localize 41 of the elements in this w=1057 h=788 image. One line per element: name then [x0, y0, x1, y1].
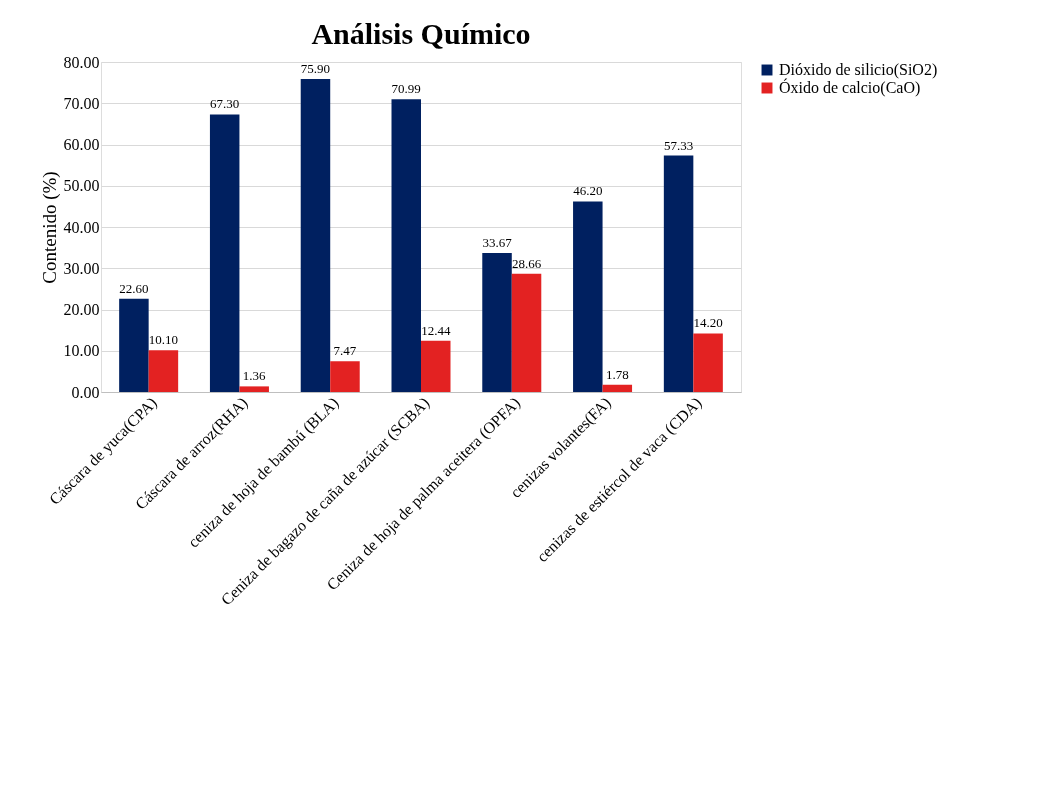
legend-label: Óxido de calcio(CaO): [779, 78, 921, 97]
bar: [421, 340, 451, 392]
bar: [482, 253, 512, 392]
bar: [511, 273, 542, 392]
data-label: 57.33: [663, 137, 694, 153]
bar: [330, 361, 360, 392]
y-tick-label: 70.00: [63, 94, 100, 112]
data-label: 46.20: [573, 183, 603, 199]
data-label: 33.67: [482, 235, 513, 251]
data-label: 10.10: [148, 332, 179, 348]
data-label: 28.66: [511, 255, 542, 271]
data-label: 67.30: [210, 96, 240, 112]
data-label: 1.36: [242, 368, 267, 384]
data-label: 7.47: [333, 343, 357, 359]
legend-label: Dióxido de silicio(SiO2): [779, 61, 938, 79]
bar: [663, 155, 694, 392]
y-tick-label: 50.00: [63, 177, 100, 195]
bar: [602, 384, 633, 392]
data-label: 14.20: [693, 315, 723, 331]
y-tick-label: 40.00: [63, 218, 100, 236]
y-tick-label: 0.00: [71, 383, 100, 401]
chart-title: Análisis Químico: [311, 17, 531, 50]
y-tick-label: 30.00: [63, 259, 100, 277]
bar: [148, 350, 179, 392]
y-axis-title: Contenido (%): [38, 171, 61, 284]
y-tick-label: 80.00: [63, 53, 100, 71]
bar: [209, 114, 240, 392]
y-tick-label: 20.00: [63, 301, 100, 318]
data-label: 70.99: [391, 81, 421, 97]
bar: [573, 201, 603, 392]
y-tick-label: 60.00: [63, 136, 100, 153]
bar: [239, 386, 269, 392]
bar: [119, 298, 149, 392]
bar: [391, 99, 421, 392]
data-label: 12.44: [421, 322, 451, 338]
data-label: 22.60: [119, 280, 149, 296]
data-label: 1.78: [605, 366, 629, 382]
y-tick-label: 10.00: [63, 342, 100, 360]
bar: [693, 333, 723, 392]
data-label: 75.90: [300, 60, 331, 76]
bar: [300, 78, 331, 392]
